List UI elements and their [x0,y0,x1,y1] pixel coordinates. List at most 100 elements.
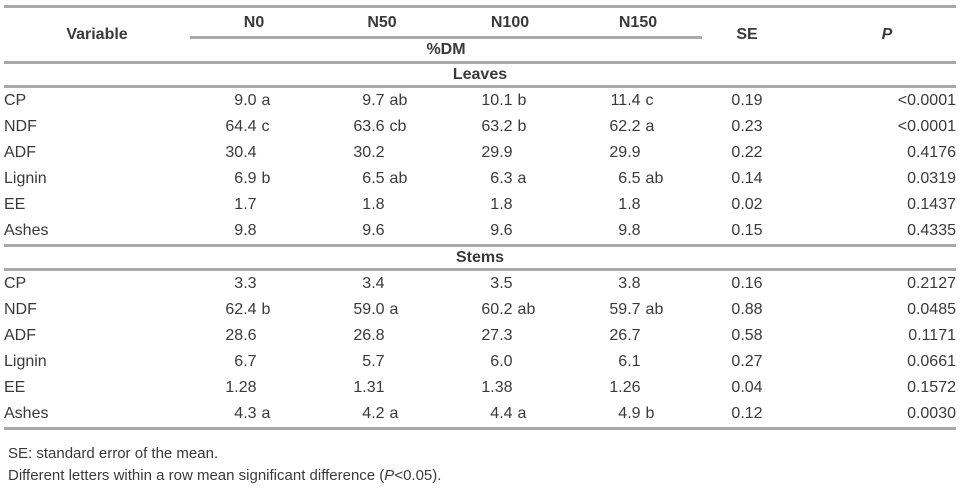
significance-letters: ab [389,170,408,187]
footnotes: SE: standard error of the mean. Differen… [4,443,956,487]
column-header-n0: N0 [190,6,318,39]
table-row: NDF 64.4 c 63.6 cb 63.2 b 62.2 a 0.23 <0.0001 [4,114,956,140]
row-label: Lignin [4,353,47,370]
value-cell: 63.2 b [446,114,574,140]
unit-header-percent-dm: %DM [426,41,466,58]
row-label: NDF [4,301,37,318]
value-cell: 1.26 [574,375,702,401]
cell-value: 6.1 [618,353,641,370]
footnote-significance-italic: P [384,467,395,484]
value-cell: 4.3 a [190,401,318,429]
table-row: EE 1.7 1.8 1.8 1.8 0.02 0.1437 [4,192,956,218]
cell-value: 62.2 [609,118,641,135]
value-cell: 29.9 [446,140,574,166]
se-cell: 0.88 [731,301,763,318]
footnote-significance-text: Different letters within a row mean sign… [8,467,385,484]
p-value-cell: 0.1171 [908,327,956,344]
cell-value: 1.7 [234,196,257,213]
cell-value: 30.2 [353,144,385,161]
cell-value: 9.6 [490,222,513,239]
p-value-cell: 0.4335 [907,222,956,239]
significance-letters: a [389,405,399,422]
cell-value: 9.0 [234,92,257,109]
row-label: Ashes [4,405,49,422]
cell-value: 30.4 [225,144,257,161]
se-cell: 0.16 [731,275,763,292]
significance-letters: ab [389,92,408,109]
cell-value: 3.4 [362,275,385,292]
value-cell: 9.6 [318,218,446,246]
se-cell: 0.14 [731,170,763,187]
significance-letters: ab [645,170,664,187]
significance-letters: a [389,301,399,318]
cell-value: 1.31 [353,379,385,396]
value-cell: 27.3 [446,323,574,349]
value-cell: 3.4 [318,270,446,298]
table-row: NDF 62.4 b 59.0 a 60.2 ab 59.7 ab 0.88 0.0485 [4,297,956,323]
table-row: Lignin 6.7 5.7 6.0 6.1 0.27 0.0661 [4,349,956,375]
value-cell: 4.2 a [318,401,446,429]
se-cell: 0.27 [731,353,763,370]
value-cell: 59.0 a [318,297,446,323]
significance-letters: c [261,118,270,135]
value-cell: 6.0 [446,349,574,375]
section-title-row: Leaves [4,61,956,88]
cell-value: 3.5 [490,275,513,292]
se-cell: 0.04 [731,379,763,396]
se-cell: 0.19 [731,92,763,109]
row-label: CP [4,275,27,292]
cell-value: 26.8 [353,327,385,344]
value-cell: 1.28 [190,375,318,401]
cell-value: 1.28 [225,379,257,396]
p-value-cell: 0.0661 [907,353,956,370]
se-cell: 0.58 [731,327,763,344]
cell-value: 9.6 [362,222,385,239]
value-cell: 1.8 [446,192,574,218]
significance-letters: b [517,92,527,109]
cell-value: 63.6 [353,118,385,135]
column-header-n150: N150 [574,6,702,39]
row-label: Lignin [4,170,47,187]
cell-value: 6.5 [618,170,641,187]
value-cell: 60.2 ab [446,297,574,323]
value-cell: 3.5 [446,270,574,298]
value-cell: 63.6 cb [318,114,446,140]
p-value-cell: 0.1437 [907,196,956,213]
cell-value: 1.8 [362,196,385,213]
cell-value: 1.38 [481,379,513,396]
table-row: CP 9.0 a 9.7 ab 10.1 b 11.4 c 0.19 <0.0001 [4,87,956,115]
value-cell: 4.9 b [574,401,702,429]
significance-letters: b [517,118,527,135]
header-row-treatments: Variable N0 N50 N100 N150 SE P [4,6,956,43]
cell-value: 59.0 [353,301,385,318]
value-cell: 9.8 [190,218,318,246]
cell-value: 1.26 [609,379,641,396]
column-header-variable: Variable [66,25,128,43]
p-value-cell: 0.4176 [907,144,956,161]
table-row: EE 1.28 1.31 1.38 1.26 0.04 0.1572 [4,375,956,401]
cell-value: 4.9 [618,405,641,422]
value-cell: 1.38 [446,375,574,401]
p-value-cell: 0.2127 [907,275,956,292]
section-title-leaves: Leaves [4,61,956,88]
footnote-significance: Different letters within a row mean sign… [8,465,956,487]
table-row: ADF 30.4 30.2 29.9 29.9 0.22 0.4176 [4,140,956,166]
value-cell: 29.9 [574,140,702,166]
cell-value: 60.2 [481,301,513,318]
value-cell: 6.7 [190,349,318,375]
p-value-cell: <0.0001 [897,118,956,135]
cell-value: 10.1 [481,92,513,109]
cell-value: 3.3 [234,275,257,292]
cell-value: 29.9 [481,144,513,161]
se-cell: 0.23 [731,118,763,135]
nutrient-composition-table: Variable N0 N50 N100 N150 SE P %DM Leave… [4,5,956,430]
cell-value: 59.7 [609,301,641,318]
cell-value: 1.8 [490,196,513,213]
se-cell: 0.15 [731,222,763,239]
cell-value: 6.0 [490,353,513,370]
footnote-se-text: SE: standard error of the mean. [8,445,219,462]
value-cell: 1.8 [574,192,702,218]
cell-value: 29.9 [609,144,641,161]
p-value-cell: 0.0485 [907,301,956,318]
value-cell: 9.8 [574,218,702,246]
